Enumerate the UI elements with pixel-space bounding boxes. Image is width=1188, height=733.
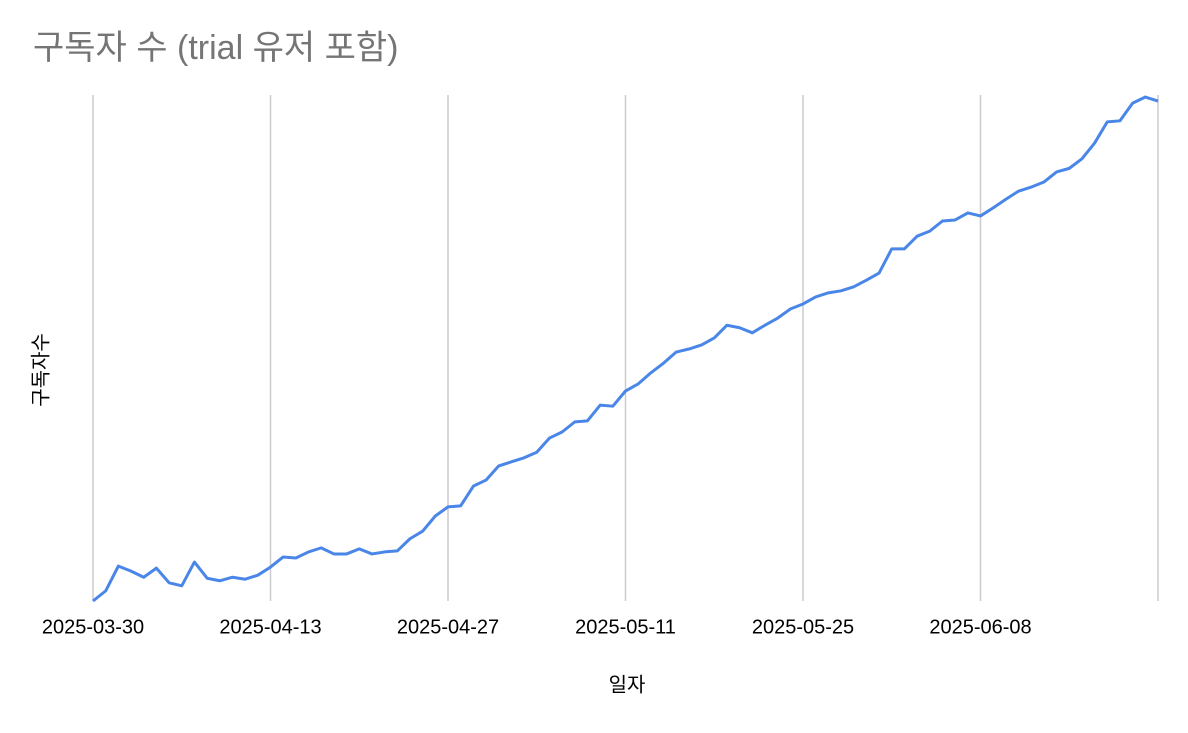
x-tick-label: 2025-04-13: [219, 616, 321, 638]
x-tick-label: 2025-03-30: [42, 616, 144, 638]
x-tick-label: 2025-04-27: [397, 616, 499, 638]
x-axis-title: 일자: [609, 673, 646, 696]
y-axis-title: 구독자수: [29, 333, 52, 407]
chart-title: 구독자 수 (trial 유저 포함): [33, 29, 398, 67]
x-tick-label: 2025-05-25: [752, 616, 854, 638]
data-line: [92, 95, 1159, 603]
x-tick-label: 2025-05-11: [575, 616, 676, 638]
x-tick-label: 2025-06-08: [929, 616, 1031, 638]
